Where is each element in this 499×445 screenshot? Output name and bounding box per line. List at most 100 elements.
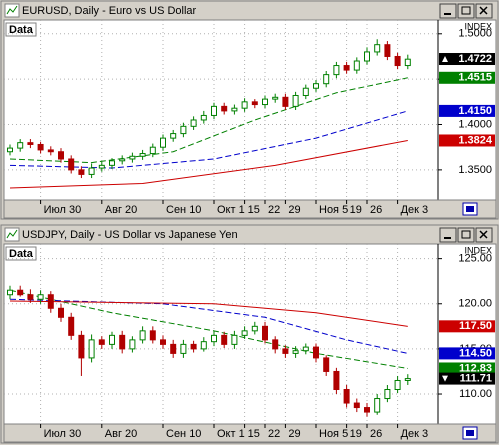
minimize-button[interactable] [439,227,457,243]
date-strip [3,423,497,443]
candle-body [272,96,279,100]
candle-body [37,294,44,300]
ie-glyph [466,206,474,212]
candle-body [119,334,126,350]
candle-body [343,389,350,404]
price-badge [439,362,495,375]
candle-body [27,142,34,145]
candle-body [160,137,166,148]
candle-body [241,330,248,336]
candle-body [211,334,217,343]
title-bar [2,226,497,243]
candle-body [231,334,238,345]
candle-body [7,147,13,153]
candle-body [17,289,24,296]
x-tick-label: 26 [370,204,382,216]
chart-icon-line [6,229,18,239]
candle-body [251,325,258,332]
candle-body [272,339,279,350]
price-badge-label: 1.4150 [458,105,492,117]
candle-body [170,133,177,139]
candle-body [282,96,289,107]
chart-icon-line [6,5,18,15]
maximize-glyph [461,230,471,239]
candle-body [302,87,309,96]
maximize-glyph [461,6,471,15]
x-tick-label: Окт 1 [217,204,245,216]
x-tick-label: 15 [248,204,260,216]
candle-body [262,98,268,106]
x-tick-label: Окт 1 [217,428,245,440]
x-tick-label: Дек 3 [401,204,429,216]
ie-glyph [466,430,474,436]
y-tick-label: 110.00 [459,388,492,400]
candle-body [7,289,13,296]
candle-body [58,307,64,318]
data-label-box [5,22,37,37]
title-bar [2,2,497,19]
candle-body [88,167,95,175]
candle-body [68,316,75,336]
candle-body [394,379,401,391]
candle-body [292,94,299,107]
up-arrow [442,56,448,63]
minimize-button[interactable] [439,3,457,19]
window-title: USDJPY, Daily - US Dollar vs Japanese Ye… [22,229,238,241]
candle-body [364,407,370,413]
candle-body [302,346,309,352]
candle-body [47,294,54,309]
x-tick-label: 22 [268,204,280,216]
y-tick-label: 120.00 [458,298,492,310]
y-tick-label: 1.5000 [458,28,492,40]
candle-body [323,357,330,372]
candle-body [282,348,289,354]
candle-body [404,58,411,67]
close-glyph [479,6,488,15]
y-tick-label: 1.4000 [458,118,492,130]
maximize-button[interactable] [457,3,475,19]
moving-average [9,300,408,327]
candle-body [353,402,360,409]
price-badge-label: 117.50 [459,320,492,332]
candle-body [160,339,166,345]
maximize-button[interactable] [457,227,475,243]
candle-body [241,101,248,109]
price-badge [439,53,495,66]
candle-body [190,119,197,127]
plot-area [3,19,497,201]
candle-body [251,101,258,106]
candle-body [139,330,146,341]
candle-body [180,343,187,354]
candle-body [404,378,411,381]
candle-body [364,51,370,62]
moving-average [9,110,408,169]
price-badge-label: 111.71 [460,372,492,384]
y-tick-label: 1.3500 [458,164,492,176]
candle-body [180,125,187,135]
candle-body [384,389,391,400]
candle-body [221,105,228,112]
data-label: Data [9,248,34,260]
candle-body [374,398,381,413]
x-tick-label: 29 [288,428,300,440]
candle-body [200,114,207,121]
close-glyph [479,230,488,239]
candle-body [353,60,360,71]
candle-body [129,155,136,160]
candle-body [129,339,136,350]
x-tick-label: Июл 30 [44,428,82,440]
candle-body [58,151,64,160]
price-badge-label: 1.3824 [458,134,493,146]
candle-body [384,44,391,57]
index-label: INDEX [464,245,492,255]
candle-body [333,370,340,391]
candle-body [221,334,228,345]
candle-body [27,294,34,300]
x-tick-label: Ноя 5 [319,204,348,216]
candle-body [262,325,268,341]
x-tick-label: 19 [350,204,362,216]
down-arrow [442,375,448,382]
candle-body [333,65,340,76]
date-strip [3,199,497,219]
plot-area [3,243,497,425]
